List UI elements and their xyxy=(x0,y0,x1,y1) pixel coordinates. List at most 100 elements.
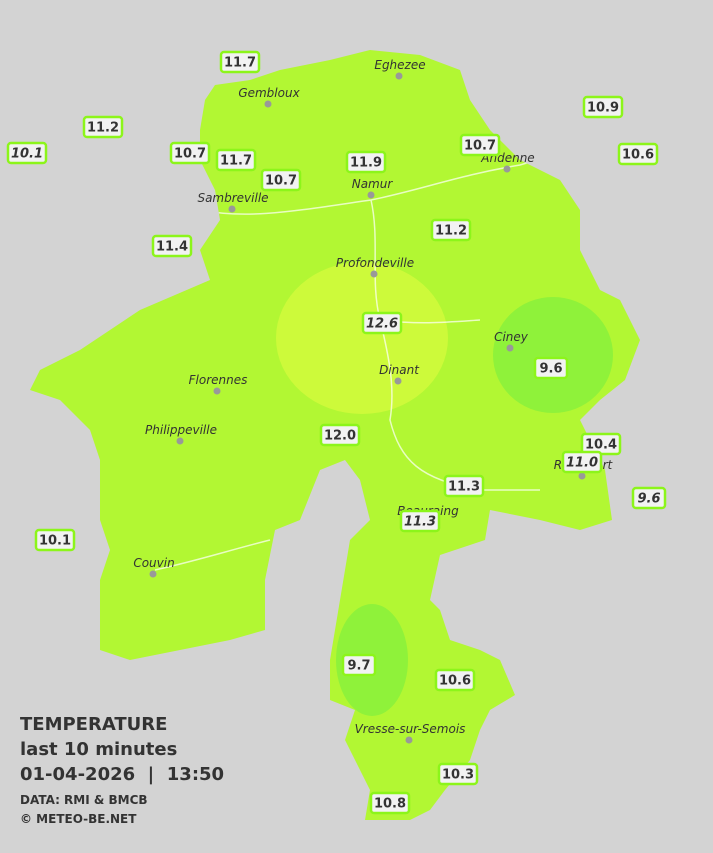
station: 9.7 xyxy=(341,653,377,677)
station-box xyxy=(443,474,485,498)
station: 10.7 xyxy=(260,168,302,192)
station-value: 11.4 xyxy=(156,240,188,255)
station-value: 11.7 xyxy=(224,56,256,71)
station: 10.8 xyxy=(369,791,411,815)
station-box xyxy=(459,133,501,157)
town-dot xyxy=(394,377,402,385)
station: 11.4 xyxy=(151,234,193,258)
station: 11.9 xyxy=(345,150,387,174)
station-box xyxy=(561,450,603,474)
station-box xyxy=(437,762,479,786)
station: 11.2 xyxy=(430,218,472,242)
town-dot xyxy=(228,205,236,213)
station-value: 9.6 xyxy=(539,362,562,377)
station-box xyxy=(434,668,476,692)
station-box xyxy=(361,311,403,335)
station-value: 11.7 xyxy=(220,154,252,169)
station-value: 9.7 xyxy=(347,659,370,674)
station-value: 10.7 xyxy=(265,174,297,189)
town-label: Eghezee xyxy=(374,58,425,72)
legend-datetime: 01-04-2026 | 13:50 xyxy=(20,764,224,785)
town-label: Ciney xyxy=(494,330,529,344)
station-value: 11.9 xyxy=(350,156,382,171)
town-dot xyxy=(367,191,375,199)
town-dot xyxy=(578,472,586,480)
station: 12.6 xyxy=(361,311,403,335)
station-box xyxy=(369,791,411,815)
town-dot xyxy=(213,387,221,395)
station-value: 11.2 xyxy=(87,121,119,136)
station-box xyxy=(151,234,193,258)
station: 9.6 xyxy=(631,486,667,510)
town-label: Gembloux xyxy=(238,86,300,100)
station-box xyxy=(169,141,211,165)
warm-zone xyxy=(276,262,448,414)
station: 11.7 xyxy=(219,50,261,74)
station-box xyxy=(219,50,261,74)
station-value: 10.3 xyxy=(442,768,474,783)
station-box xyxy=(341,653,377,677)
town-label: Couvin xyxy=(133,556,174,570)
station-value: 12.0 xyxy=(324,429,356,444)
station: 10.1 xyxy=(6,141,48,165)
station-value: 11.3 xyxy=(404,515,436,530)
station-box xyxy=(533,356,569,380)
town-dot xyxy=(506,344,514,352)
town-label: Dinant xyxy=(379,363,420,377)
station: 10.7 xyxy=(459,133,501,157)
station-value: 12.6 xyxy=(366,317,398,332)
town-dot xyxy=(149,570,157,578)
station: 11.7 xyxy=(215,148,257,172)
station-box xyxy=(617,142,659,166)
town-label: Sambreville xyxy=(197,191,268,205)
station: 10.1 xyxy=(34,528,76,552)
station-value: 10.9 xyxy=(587,101,619,116)
town-dot xyxy=(395,72,403,80)
station: 10.6 xyxy=(617,142,659,166)
town-label: Philippeville xyxy=(145,423,217,437)
station: 10.9 xyxy=(582,95,624,119)
station: 11.3 xyxy=(443,474,485,498)
station: 10.7 xyxy=(169,141,211,165)
town-dot xyxy=(370,270,378,278)
station-box xyxy=(34,528,76,552)
station-value: 11.3 xyxy=(448,480,480,495)
station-box xyxy=(399,509,441,533)
town-label: Profondeville xyxy=(336,256,414,270)
town-dot xyxy=(264,100,272,108)
station-box xyxy=(582,95,624,119)
station: 10.3 xyxy=(437,762,479,786)
station-box xyxy=(345,150,387,174)
town-dot xyxy=(503,165,511,173)
town-label: Namur xyxy=(352,177,394,191)
station-value: 11.0 xyxy=(566,456,598,471)
station: 9.6 xyxy=(533,356,569,380)
station-value: 10.1 xyxy=(39,534,71,549)
river xyxy=(154,149,571,571)
station: 11.0 xyxy=(561,450,603,474)
station-value: 10.6 xyxy=(439,674,471,689)
legend-source: DATA: RMI & BMCB xyxy=(20,793,148,807)
station-box xyxy=(215,148,257,172)
station-value: 10.8 xyxy=(374,797,406,812)
station-value: 10.7 xyxy=(174,147,206,162)
town-dot xyxy=(176,437,184,445)
station-box xyxy=(430,218,472,242)
legend-copyright: © METEO-BE.NET xyxy=(20,812,137,826)
town-label: Vresse-sur-Semois xyxy=(355,722,466,736)
town-label: Florennes xyxy=(189,373,248,387)
station-value: 10.7 xyxy=(464,139,496,154)
station-value: 11.2 xyxy=(435,224,467,239)
station-box xyxy=(260,168,302,192)
station-value: 9.6 xyxy=(637,492,660,507)
station-box xyxy=(319,423,361,447)
station: 11.3 xyxy=(399,509,441,533)
station-value: 10.6 xyxy=(622,148,654,163)
station-value: 10.4 xyxy=(585,438,617,453)
cool-zone xyxy=(493,297,613,413)
station: 10.6 xyxy=(434,668,476,692)
station-box xyxy=(631,486,667,510)
town-dot xyxy=(405,736,413,744)
station: 11.2 xyxy=(82,115,124,139)
